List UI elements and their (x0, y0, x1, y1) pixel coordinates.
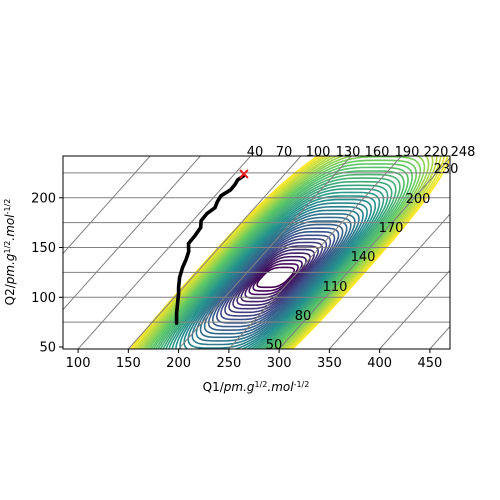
top-grid-label: 220 (424, 145, 449, 160)
contour-level (159, 177, 397, 349)
x-tick-label: 450 (417, 356, 442, 371)
grid-line-slanted (228, 156, 402, 349)
contour-level (179, 198, 373, 349)
contour-level (207, 223, 344, 332)
grid-line-slanted (329, 213, 450, 349)
contour-level (139, 156, 434, 349)
contour-level (220, 234, 332, 321)
grid-line-slanted (278, 157, 450, 349)
x-tick-label: 250 (216, 356, 241, 371)
end-marker-stroke (239, 169, 249, 179)
grid-line-slanted (127, 156, 302, 349)
contour-level (150, 163, 413, 349)
y-axis-ticks: 50 100 150 200 (31, 191, 63, 356)
x-tick-label: 150 (116, 356, 141, 371)
contour-level (183, 202, 368, 349)
skewed-grid (63, 156, 500, 349)
contour-level (175, 195, 377, 349)
x-axis-title-text: Q1/pm.g1/2.mol-1/2 (203, 380, 310, 395)
contour-level (165, 184, 389, 349)
contour-level (141, 156, 430, 349)
contour-level (236, 248, 315, 307)
x-tick-label: 300 (267, 356, 292, 371)
grid-line-slanted (480, 156, 500, 349)
contour-level (137, 156, 438, 349)
trajectory-path (174, 174, 246, 325)
contour-level (256, 266, 296, 289)
right-grid-label: 50 (266, 338, 283, 353)
contour-level (145, 156, 422, 349)
y-tick-label: 200 (31, 191, 56, 206)
top-grid-labels: 40 70 100 130 160 190 220 248 (247, 145, 476, 160)
y-tick-label: 50 (39, 341, 56, 356)
contour-level (187, 205, 364, 349)
contour-level (248, 259, 303, 296)
right-grid-label: 200 (406, 192, 431, 207)
path-line (174, 174, 246, 325)
contour-level (157, 173, 401, 349)
top-grid-label: 190 (395, 145, 420, 160)
plot-frame (62, 155, 451, 350)
top-grid-label: 70 (276, 145, 293, 160)
contour-level (244, 255, 307, 299)
right-grid-label: 110 (323, 280, 348, 295)
x-tick-label: 400 (367, 356, 392, 371)
y-axis-title: Q2/pm.g1/2.mol-1/2 (3, 199, 18, 306)
y-axis-title-text: Q2/pm.g1/2.mol-1/2 (3, 199, 18, 306)
contour-level (203, 220, 348, 335)
contour-level (224, 238, 328, 317)
contour-level (148, 159, 418, 349)
contour-level (171, 191, 381, 349)
x-tick-label: 350 (317, 356, 342, 371)
contour-level (228, 241, 324, 314)
contour-level (162, 180, 393, 349)
y-tick-label: 150 (31, 241, 56, 256)
right-grid-label: 170 (379, 221, 404, 236)
top-grid-label: 248 (451, 145, 476, 160)
right-grid-label: 230 (434, 162, 459, 177)
contour-level (212, 227, 340, 328)
end-marker (239, 169, 249, 179)
grid-line-slanted (379, 269, 450, 349)
contour-level (252, 263, 299, 292)
top-grid-label: 40 (247, 145, 264, 160)
contour-level (215, 230, 336, 324)
contour-level (135, 156, 442, 349)
contour-level (129, 156, 450, 349)
right-grid-label: 80 (295, 309, 312, 324)
grid-line-slanted (178, 156, 352, 349)
x-axis-ticks: 100 150 200 250 300 350 400 450 (66, 349, 442, 371)
contour-level (154, 170, 405, 349)
grid-line-slanted (63, 156, 201, 311)
y-tick-label: 100 (31, 291, 56, 306)
x-tick-label: 200 (166, 356, 191, 371)
grid-line-slanted (63, 156, 151, 255)
grid-line-slanted (77, 156, 252, 349)
grid-line-slanted (429, 325, 450, 349)
right-grid-label: 140 (351, 250, 376, 265)
contour-level (133, 156, 446, 349)
x-axis-title: Q1/pm.g1/2.mol-1/2 (203, 380, 310, 395)
contour-level (152, 166, 409, 349)
contour-level (195, 213, 356, 342)
top-grid-label: 100 (306, 145, 331, 160)
top-grid-label: 130 (336, 145, 361, 160)
contour-level (143, 156, 426, 349)
contour-level (199, 216, 352, 339)
contour-level (240, 252, 311, 303)
top-grid-label: 160 (365, 145, 390, 160)
contour-level (191, 209, 360, 346)
x-tick-label: 100 (66, 356, 91, 371)
